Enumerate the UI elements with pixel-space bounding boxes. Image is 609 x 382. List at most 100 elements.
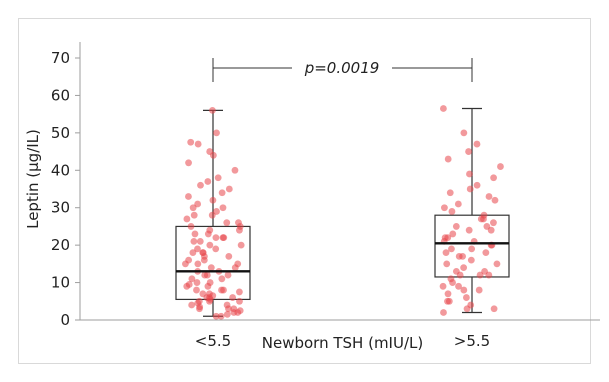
data-point <box>497 163 504 170</box>
data-point <box>187 223 195 230</box>
data-point <box>444 290 452 298</box>
data-point <box>456 271 464 279</box>
data-point <box>203 294 211 301</box>
data-point <box>459 252 466 260</box>
data-point <box>448 245 455 253</box>
data-point <box>444 155 452 163</box>
data-point <box>188 275 196 283</box>
data-point <box>204 230 212 238</box>
data-point <box>236 297 243 305</box>
data-point <box>466 185 474 193</box>
data-point <box>218 275 226 283</box>
data-point <box>491 196 499 204</box>
data-point <box>209 107 216 114</box>
data-point <box>219 204 227 212</box>
data-point <box>490 174 497 182</box>
data-point <box>197 181 204 189</box>
data-point <box>473 140 481 148</box>
data-point <box>196 305 203 313</box>
data-point <box>217 312 225 320</box>
data-point <box>440 309 447 316</box>
y-tick-label: 0 <box>60 311 70 329</box>
data-point <box>218 189 226 197</box>
data-point <box>183 215 191 223</box>
data-point <box>463 305 471 313</box>
data-point <box>224 271 232 279</box>
data-point <box>490 305 498 313</box>
data-point <box>212 312 220 320</box>
x-axis-title: Newborn TSH (mIU/L) <box>262 334 423 352</box>
data-point <box>460 286 468 294</box>
data-point <box>477 215 485 223</box>
data-point <box>452 223 460 230</box>
data-point <box>183 282 191 290</box>
data-point <box>467 256 475 264</box>
data-point <box>200 256 208 264</box>
y-tick-label: 30 <box>51 199 70 217</box>
y-tick-label: 50 <box>51 124 70 142</box>
data-point <box>455 282 462 290</box>
data-point <box>212 234 220 242</box>
data-point <box>446 189 454 197</box>
data-point <box>466 170 473 178</box>
data-point <box>442 249 450 257</box>
data-point <box>449 279 456 286</box>
data-point <box>220 234 228 242</box>
data-point <box>204 282 212 290</box>
data-point <box>181 260 189 268</box>
data-point <box>454 200 462 208</box>
y-tick-label: 60 <box>51 86 70 104</box>
data-point <box>206 241 214 249</box>
data-point <box>188 301 196 309</box>
data-point <box>193 286 200 294</box>
data-point <box>490 219 497 227</box>
data-point <box>194 260 202 268</box>
y-tick-label: 20 <box>51 236 70 254</box>
data-point <box>190 211 198 219</box>
data-point <box>207 264 215 271</box>
data-point <box>218 286 225 294</box>
data-point <box>229 294 237 301</box>
data-point <box>194 140 202 148</box>
p-value-annotation: p=0.0019 <box>304 59 380 77</box>
data-point <box>485 193 493 200</box>
figure-border <box>18 18 591 364</box>
data-point <box>465 226 473 234</box>
data-point <box>440 105 447 112</box>
y-tick-label: 70 <box>51 49 70 67</box>
data-point <box>187 138 195 146</box>
data-point <box>493 260 501 268</box>
data-point <box>185 193 192 200</box>
data-point <box>476 271 484 279</box>
box-iqr <box>434 214 510 278</box>
data-point <box>483 223 491 230</box>
data-point <box>223 219 231 227</box>
y-tick-label: 40 <box>51 161 70 179</box>
data-point <box>449 230 457 238</box>
data-point <box>237 241 245 249</box>
data-point <box>189 204 197 212</box>
data-point <box>231 166 239 174</box>
data-point <box>209 196 217 204</box>
data-point <box>225 252 233 260</box>
data-point <box>444 297 451 305</box>
data-point <box>209 151 217 159</box>
data-point <box>185 159 192 167</box>
y-tick-label: 10 <box>51 274 70 292</box>
data-point <box>225 305 232 313</box>
data-point <box>465 148 472 155</box>
data-point <box>473 181 481 189</box>
data-point <box>468 245 476 253</box>
data-point <box>190 238 198 245</box>
data-point <box>208 211 216 219</box>
data-point <box>189 249 197 257</box>
data-point <box>475 286 483 294</box>
data-point <box>213 129 220 137</box>
data-point <box>196 238 204 245</box>
data-point <box>225 185 233 193</box>
data-point <box>212 245 220 253</box>
data-point <box>236 226 243 234</box>
data-point <box>443 260 451 268</box>
data-point <box>193 279 201 286</box>
